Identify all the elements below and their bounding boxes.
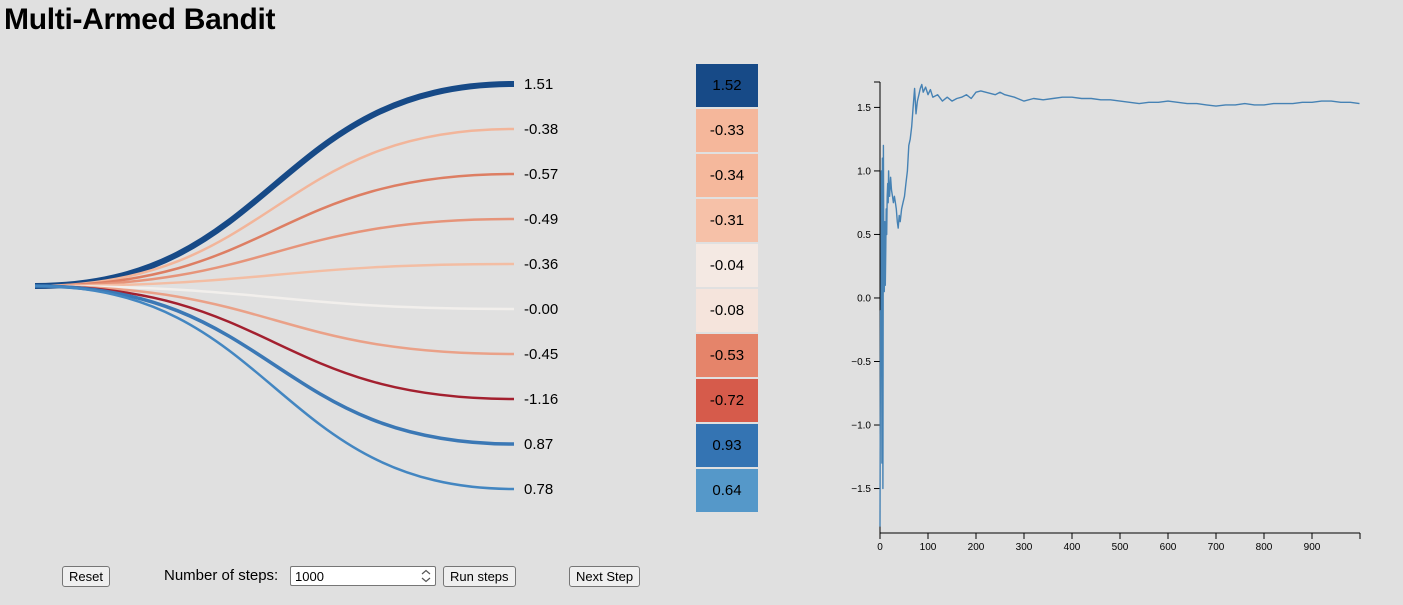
estimate-cell: -0.34 xyxy=(696,154,758,197)
arm-curve xyxy=(34,284,515,491)
x-tick-label: 400 xyxy=(1064,542,1081,553)
arm-value-label: -0.36 xyxy=(524,256,558,273)
y-tick-label: −0.5 xyxy=(851,357,871,368)
x-tick-label: 800 xyxy=(1256,542,1273,553)
y-tick-label: 0.0 xyxy=(857,293,871,304)
x-tick-label: 700 xyxy=(1208,542,1225,553)
estimate-cell: -0.33 xyxy=(696,109,758,152)
x-tick-label: 0 xyxy=(877,542,883,553)
arm-curve xyxy=(34,217,515,288)
estimate-cell: -0.53 xyxy=(696,334,758,377)
estimate-cell: -0.31 xyxy=(696,199,758,242)
x-tick-label: 500 xyxy=(1112,542,1129,553)
arm-value-label: 1.51 xyxy=(524,76,553,93)
page-title: Multi-Armed Bandit xyxy=(4,3,276,36)
arm-curve xyxy=(34,81,515,289)
estimate-cell: -0.08 xyxy=(696,289,758,332)
arm-curve xyxy=(34,262,515,288)
arm-value-label: -0.45 xyxy=(524,346,558,363)
y-tick-label: −1.5 xyxy=(851,484,871,495)
arms-diagram: 1.51 -0.38 -0.57 -0.49 -0.36 -0.00 -0.45 -1.16 0… xyxy=(34,76,558,498)
arm-value-label: -1.16 xyxy=(524,391,558,408)
x-tick-label: 600 xyxy=(1160,542,1177,553)
arm-value-label: 0.78 xyxy=(524,481,553,498)
arm-curve xyxy=(34,284,515,401)
reset-button[interactable]: Reset xyxy=(62,566,110,587)
arm-curve xyxy=(34,284,515,311)
steps-label: Number of steps: xyxy=(164,567,279,584)
arm-value-label: 0.87 xyxy=(524,436,553,453)
reward-plot: −1.5 −1.0 −0.5 0.0 0.5 1.0 1.5 0 100 200 300 400 500… xyxy=(851,81,1361,553)
arm-value-label: -0.00 xyxy=(524,301,558,318)
estimate-cell: -0.72 xyxy=(696,379,758,422)
arm-value-label: -0.57 xyxy=(524,166,558,183)
y-tick-label: 1.0 xyxy=(857,166,871,177)
estimate-cell: -0.04 xyxy=(696,244,758,287)
x-tick-label: 300 xyxy=(1016,542,1033,553)
estimates-column: 1.52 -0.33 -0.34 -0.31 -0.04 -0.08 -0.53 -0.72 0… xyxy=(696,64,758,514)
x-tick-label: 100 xyxy=(920,542,937,553)
x-tick-label: 900 xyxy=(1304,542,1321,553)
arm-curve xyxy=(34,284,515,356)
next-step-button[interactable]: Next Step xyxy=(569,566,641,587)
run-steps-button[interactable]: Run steps xyxy=(443,566,516,587)
y-tick-label: 0.5 xyxy=(857,230,871,241)
arm-curve xyxy=(34,127,515,288)
y-tick-label: 1.5 xyxy=(857,103,871,114)
arm-value-label: -0.38 xyxy=(524,121,558,138)
y-tick-label: −1.0 xyxy=(851,421,871,432)
x-tick-label: 200 xyxy=(968,542,985,553)
estimate-cell: 0.93 xyxy=(696,424,758,467)
estimate-cell: 1.52 xyxy=(696,64,758,107)
arm-value-label: -0.49 xyxy=(524,211,558,228)
arm-curve xyxy=(34,284,515,446)
estimate-cell: 0.64 xyxy=(696,469,758,512)
average-reward-line xyxy=(879,83,1360,527)
arm-curve xyxy=(34,172,515,288)
steps-input[interactable] xyxy=(290,566,436,586)
stepper-arrows-icon[interactable] xyxy=(419,568,433,584)
